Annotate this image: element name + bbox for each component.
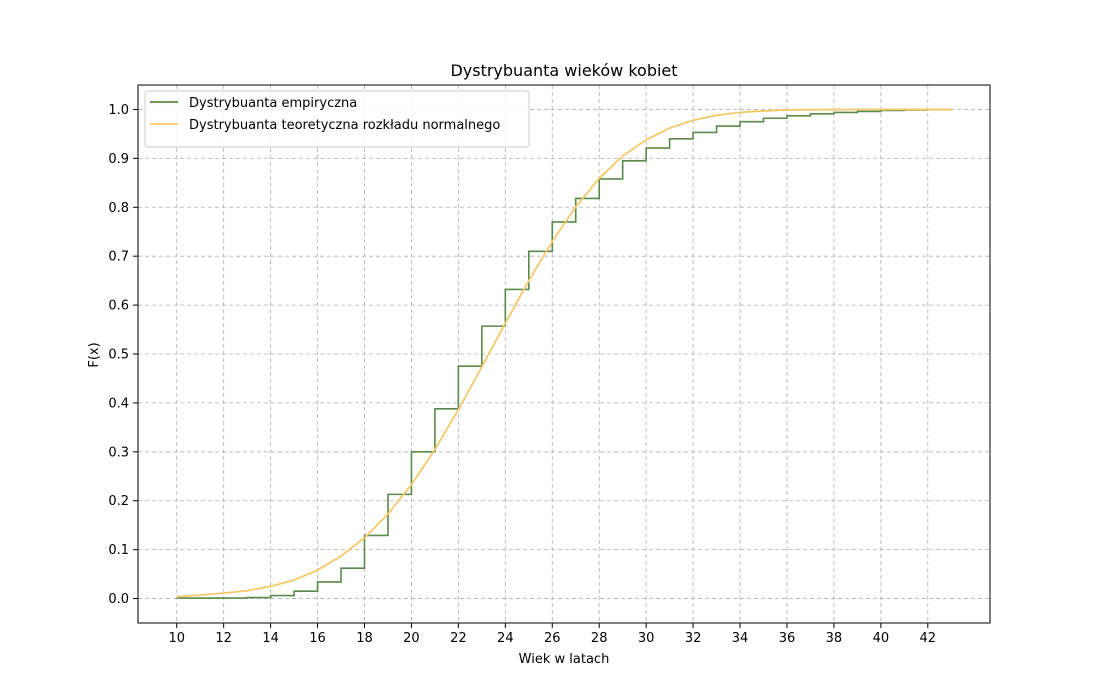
legend-label: Dystrybuanta teoretyczna rozkładu normal…: [189, 118, 500, 133]
series-line-theoretical: [176, 108, 952, 598]
y-axis-label: F(x): [87, 342, 102, 367]
legend: Dystrybuanta empiryczna Dystrybuanta teor…: [144, 90, 530, 148]
y-tick-label: 0.6: [108, 299, 129, 314]
x-tick-label: 34: [732, 631, 749, 646]
x-tick-label: 30: [638, 631, 655, 646]
x-tick-label: 32: [685, 631, 702, 646]
x-tick-label: 10: [168, 631, 185, 646]
x-tick-label: 36: [779, 631, 796, 646]
y-tick-label: 0.8: [108, 201, 129, 216]
chart-title: Dystrybuanta wieków kobiet: [450, 61, 677, 80]
x-tick-label: 26: [544, 631, 561, 646]
x-tick-label: 38: [826, 631, 843, 646]
y-tick-label: 0.2: [108, 494, 129, 509]
x-tick-label: 42: [920, 631, 937, 646]
x-tick-label: 40: [873, 631, 890, 646]
legend-label: Dystrybuanta empiryczna: [189, 96, 357, 111]
y-tick-label: 0.0: [108, 592, 129, 607]
x-tick-label: 12: [215, 631, 232, 646]
y-tick-label: 0.9: [108, 152, 129, 167]
series-line-empirical: [176, 108, 952, 599]
series-layer: [176, 108, 952, 599]
y-tick-label: 0.3: [108, 445, 129, 460]
y-axis-ticks: 0.0 0.1 0.2 0.3 0.4 0.5 0.6 0.7 0.8 0.9 1.0: [108, 103, 138, 607]
y-tick-label: 0.4: [108, 396, 129, 411]
x-tick-label: 18: [356, 631, 373, 646]
y-tick-label: 0.1: [108, 543, 129, 558]
y-tick-label: 0.5: [108, 348, 129, 363]
x-tick-label: 22: [450, 631, 467, 646]
x-axis-label: Wiek w latach: [519, 652, 610, 667]
x-tick-label: 20: [403, 631, 420, 646]
x-tick-label: 16: [309, 631, 326, 646]
y-tick-label: 1.0: [108, 103, 129, 118]
legend-box: [144, 90, 530, 148]
x-tick-label: 24: [497, 631, 514, 646]
x-tick-label: 28: [591, 631, 608, 646]
y-tick-label: 0.7: [108, 250, 129, 265]
grid: [138, 85, 990, 623]
x-tick-label: 14: [262, 631, 279, 646]
x-axis-ticks: 10 12 14 16 18 20 22 24 26 28 30 32 34 36 38 40 42: [168, 623, 936, 646]
